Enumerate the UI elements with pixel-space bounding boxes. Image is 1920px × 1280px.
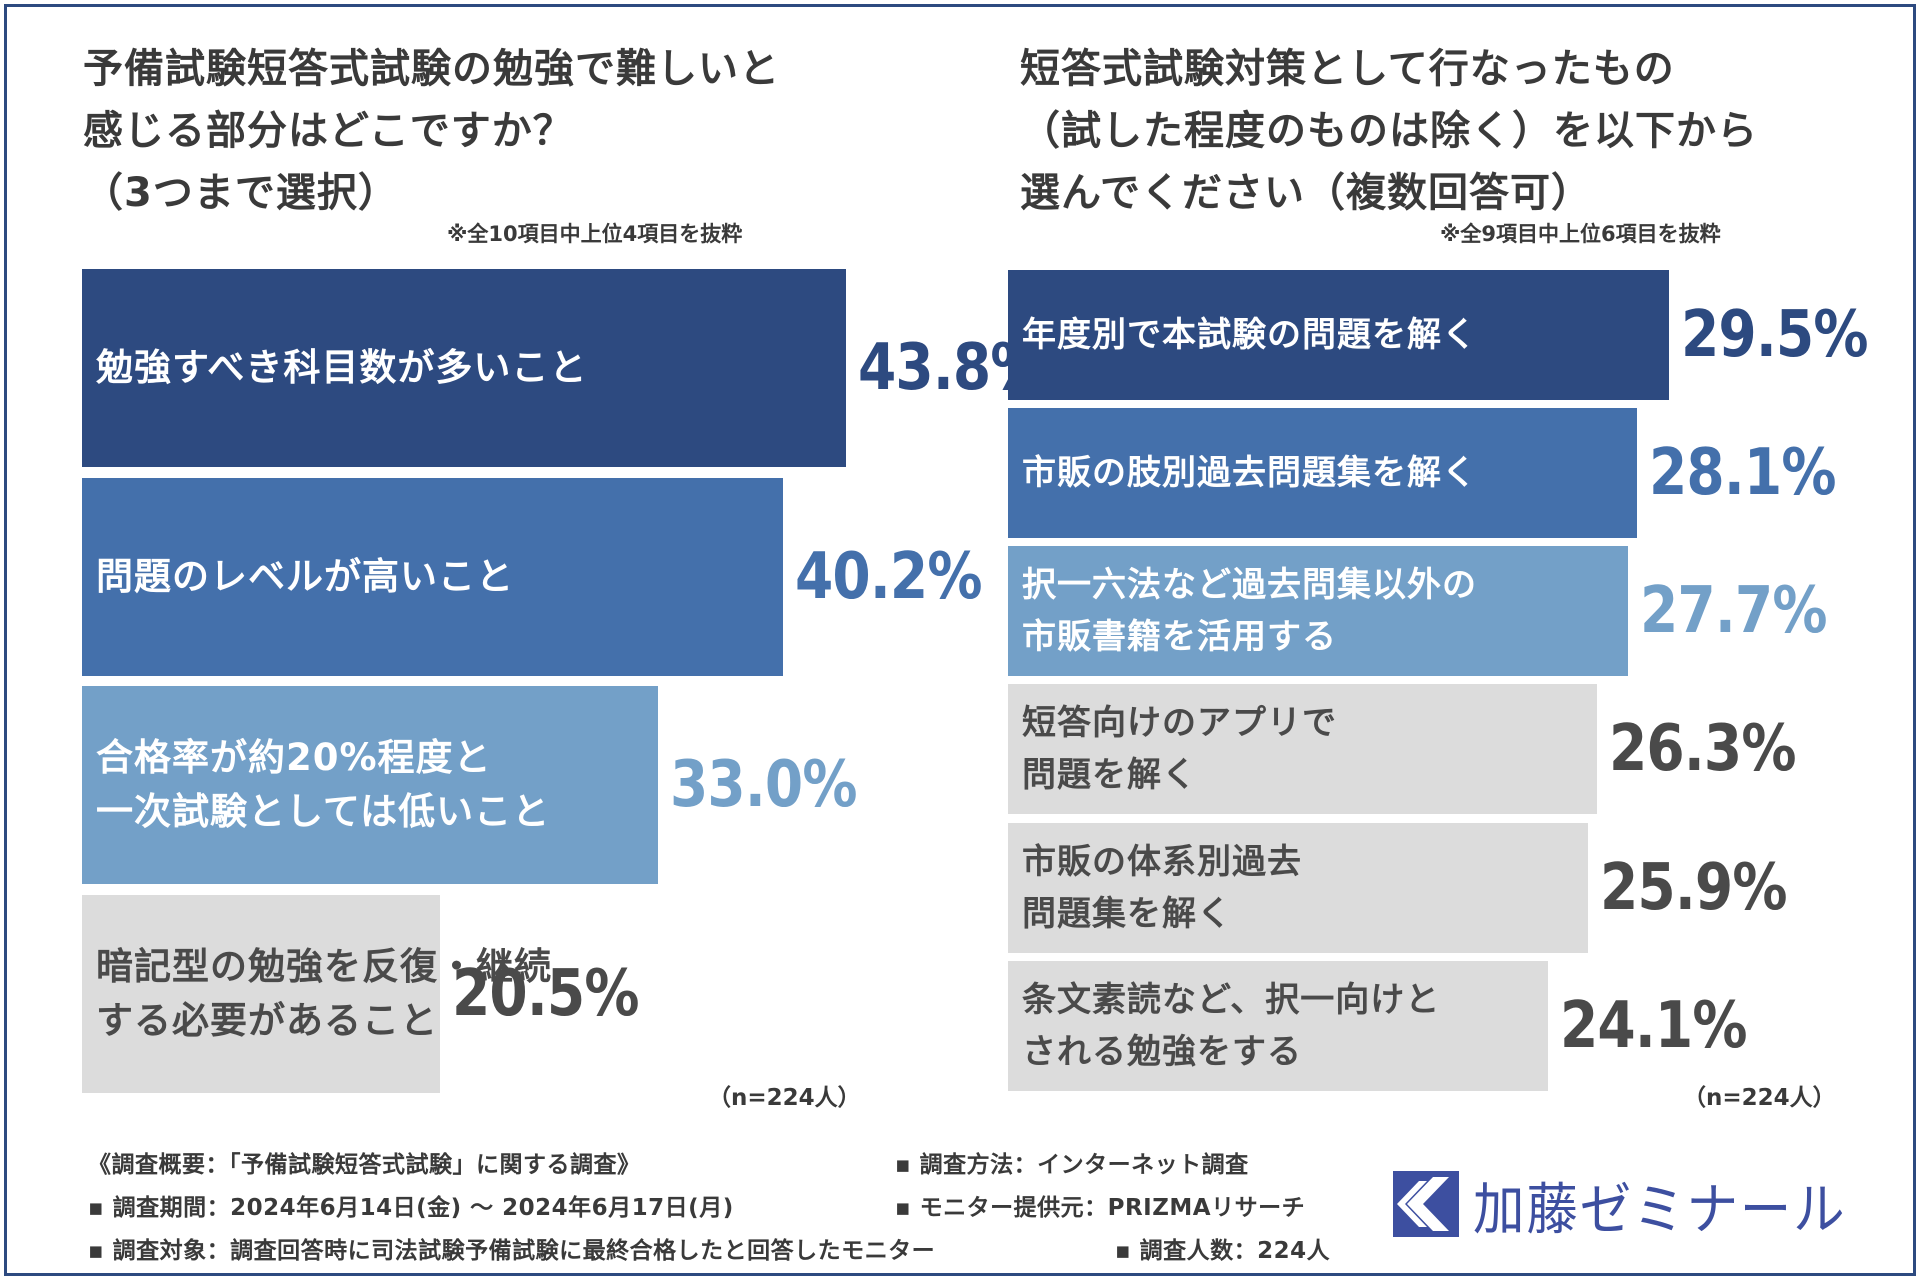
left-title-line-2: 感じる部分はどこですか？ bbox=[83, 108, 574, 154]
left-bar-value-3: 33.0% bbox=[670, 748, 858, 822]
survey-period: ▪ 調査期間：2024年6月14日(金) 〜 2024年6月17日(月) bbox=[88, 1195, 734, 1221]
logo-text: 加藤ゼミナール bbox=[1473, 1178, 1847, 1243]
left-bar-4: 暗記型の勉強を反復・継続 する必要があること bbox=[82, 895, 551, 1093]
left-bar-label-4-line-1: 暗記型の勉強を反復・継続 bbox=[96, 945, 552, 988]
survey-target: ▪ 調査対象：調査回答時に司法試験予備試験に最終合格したと回答したモニター bbox=[88, 1238, 936, 1264]
right-bar-label-4-line-2: 問題を解く bbox=[1022, 755, 1197, 795]
left-bar-label-3-line-2: 一次試験としては低いこと bbox=[96, 790, 551, 833]
survey-count: ▪ 調査人数：224人 bbox=[1115, 1238, 1331, 1264]
right-bar-label-6-line-1: 条文素読など、択一向けと bbox=[1022, 980, 1441, 1020]
left-bar-label-2-line-1: 問題のレベルが高いこと bbox=[96, 555, 514, 598]
right-bar-value-3: 27.7% bbox=[1640, 574, 1828, 648]
right-title-line-3: 選んでください（複数回答可） bbox=[1020, 170, 1592, 216]
left-bar-value-4: 20.5% bbox=[452, 957, 640, 1031]
right-bar-label-4-line-1: 短答向けのアプリで bbox=[1022, 703, 1337, 743]
right-bar-label-5: 市販の体系別過去 問題集を解く bbox=[1022, 836, 1302, 940]
survey-overview: 《調査概要：「予備試験短答式試験」に関する調査》 bbox=[88, 1152, 641, 1178]
right-bar-label-5-line-2: 問題集を解く bbox=[1022, 894, 1232, 934]
left-bar-label-4-line-2: する必要があること bbox=[96, 999, 438, 1042]
left-bar-2: 問題のレベルが高いこと bbox=[82, 478, 783, 676]
left-title-line-3: （3つまで選択） bbox=[83, 170, 399, 216]
right-chart-title: 短答式試験対策として行なったもの （試した程度のものは除く）を以下から 選んでく… bbox=[1020, 38, 1758, 224]
right-bar-label-2: 市販の肢別過去問題集を解く bbox=[1022, 447, 1477, 499]
outer-frame bbox=[4, 4, 1916, 1276]
right-bar-value-2: 28.1% bbox=[1649, 436, 1837, 510]
right-bar-label-1-line-1: 年度別で本試験の問題を解く bbox=[1022, 315, 1477, 355]
right-bar-label-6-line-2: される勉強をする bbox=[1022, 1032, 1302, 1072]
right-bar-1: 年度別で本試験の問題を解く bbox=[1008, 270, 1669, 400]
survey-method: ▪ 調査方法：インターネット調査 bbox=[895, 1152, 1249, 1178]
right-bar-label-6: 条文素読など、択一向けと される勉強をする bbox=[1022, 974, 1440, 1078]
right-bar-label-3-line-1: 択一六法など過去問集以外の bbox=[1022, 565, 1477, 605]
left-bar-label-4: 暗記型の勉強を反復・継続 する必要があること bbox=[96, 940, 552, 1048]
right-bar-2: 市販の肢別過去問題集を解く bbox=[1008, 408, 1637, 538]
right-bar-label-5-line-1: 市販の体系別過去 bbox=[1022, 842, 1302, 882]
right-bar-5: 市販の体系別過去 問題集を解く bbox=[1008, 823, 1588, 953]
left-bar-3: 合格率が約20%程度と一次試験としては低いこと bbox=[82, 686, 658, 884]
right-bar-label-4: 短答向けのアプリで 問題を解く bbox=[1022, 697, 1337, 801]
monitor-provider: ▪ モニター提供元：PRIZMAリサーチ bbox=[895, 1195, 1306, 1221]
right-bar-4: 短答向けのアプリで 問題を解く bbox=[1008, 684, 1597, 814]
right-bar-3: 択一六法など過去問集以外の 市販書籍を活用する bbox=[1008, 546, 1628, 676]
left-chart-title: 予備試験短答式試験の勉強で難しいと 感じる部分はどこですか？ （3つまで選択） bbox=[83, 38, 780, 224]
right-bar-6: 条文素読など、択一向けと される勉強をする bbox=[1008, 961, 1548, 1091]
right-bar-label-2-line-1: 市販の肢別過去問題集を解く bbox=[1022, 453, 1477, 493]
kato-seminar-logo-icon bbox=[1393, 1170, 1459, 1241]
right-chart-note: ※全9項目中上位6項目を抜粋 bbox=[1440, 222, 1721, 246]
left-bar-1: 勉強すべき科目数が多いこと bbox=[82, 269, 846, 467]
kato-seminar-logo: 加藤ゼミナール bbox=[1393, 1165, 1879, 1246]
right-sample-size: （n=224人） bbox=[1683, 1085, 1836, 1111]
left-bar-label-1: 勉強すべき科目数が多いこと bbox=[96, 341, 587, 395]
right-bar-value-5: 25.9% bbox=[1600, 851, 1788, 925]
right-bar-label-3: 択一六法など過去問集以外の 市販書籍を活用する bbox=[1022, 559, 1477, 663]
left-bar-label-3: 合格率が約20%程度と一次試験としては低いこと bbox=[96, 731, 550, 839]
right-bar-value-1: 29.5% bbox=[1681, 298, 1869, 372]
right-title-line-1: 短答式試験対策として行なったもの bbox=[1020, 46, 1675, 92]
right-bar-value-4: 26.3% bbox=[1609, 712, 1797, 786]
right-bar-value-6: 24.1% bbox=[1560, 989, 1748, 1063]
left-sample-size: （n=224人） bbox=[708, 1085, 861, 1111]
left-chart-note: ※全10項目中上位4項目を抜粋 bbox=[447, 222, 743, 246]
left-bar-value-2: 40.2% bbox=[795, 540, 983, 614]
left-bar-label-2: 問題のレベルが高いこと bbox=[96, 550, 514, 604]
right-title-line-2: （試した程度のものは除く）を以下から bbox=[1020, 108, 1758, 154]
right-bar-label-1: 年度別で本試験の問題を解く bbox=[1022, 309, 1477, 361]
right-bar-label-3-line-2: 市販書籍を活用する bbox=[1022, 617, 1337, 657]
left-title-line-1: 予備試験短答式試験の勉強で難しいと bbox=[83, 46, 780, 92]
left-bar-label-3-line-1: 合格率が約20%程度と bbox=[96, 736, 492, 779]
left-bar-label-1-line-1: 勉強すべき科目数が多いこと bbox=[96, 346, 588, 389]
